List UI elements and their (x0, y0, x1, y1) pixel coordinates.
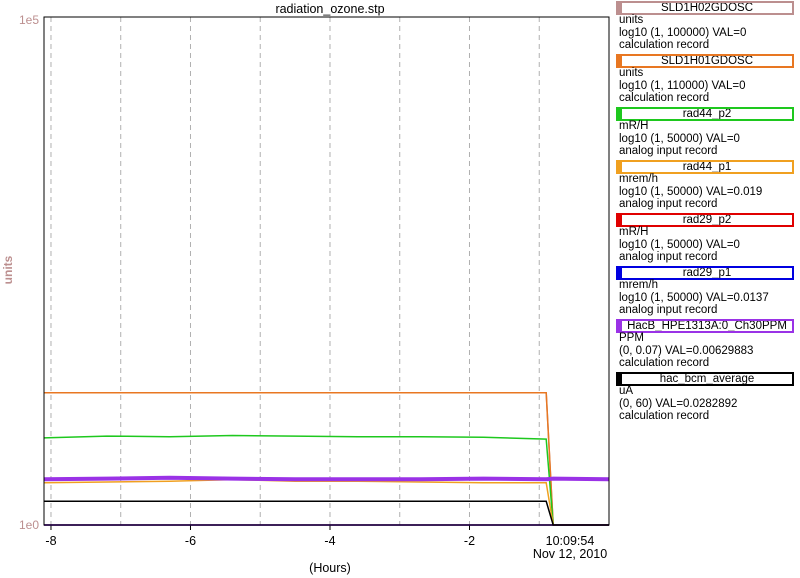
legend-entry[interactable]: hac_bcm_average uA (0, 60) VAL=0.0282892 ca… (612, 371, 800, 424)
legend-entry[interactable]: rad44_p2 mR/H log10 (1, 50000) VAL=0 analog… (612, 106, 800, 159)
legend-description: calculation record (619, 92, 710, 104)
legend-pv-name[interactable]: SLD1H02GDOSC (616, 1, 794, 15)
legend-pv-name[interactable]: SLD1H01GDOSC (616, 54, 794, 68)
x-tick-labels: -8 -6 -4 -2 (45, 525, 475, 548)
time-label: 10:09:54 (546, 534, 595, 548)
legend-units: uA (619, 385, 634, 397)
grid (50, 17, 540, 525)
y-tick-label-bottom: 1e0 (19, 518, 39, 532)
series-line-rad44-p2 (43, 434, 609, 526)
series-line-rad44-p1 (43, 478, 609, 526)
legend-pv-name[interactable]: rad29_p2 (616, 213, 794, 227)
y-axis-label: units (1, 255, 15, 284)
legend-range: log10 (1, 100000) VAL=0 (619, 27, 747, 39)
legend-range: (0, 0.07) VAL=0.00629883 (619, 345, 754, 357)
x-tick-label: -4 (324, 534, 335, 548)
legend-units: units (619, 14, 644, 26)
legend-range: log10 (1, 50000) VAL=0 (619, 133, 740, 145)
date-label: Nov 12, 2010 (533, 547, 607, 561)
legend-pv-name[interactable]: rad44_p2 (616, 107, 794, 121)
series-line-hacb-hpe1313a-0-ch30ppm (43, 475, 610, 482)
legend-range: log10 (1, 110000) VAL=0 (619, 80, 746, 92)
legend-entry[interactable]: HacB_HPE1313A:0_Ch30PPM PPM (0, 0.07) VAL=… (612, 318, 800, 371)
legend-range: log10 (1, 50000) VAL=0.019 (619, 186, 763, 198)
legend-description: calculation record (619, 410, 710, 422)
legend-entry[interactable]: rad29_p1 mrem/h log10 (1, 50000) VAL=0.013… (612, 265, 800, 318)
legend-panel: SLD1H02GDOSC units log10 (1, 100000) VAL=0… (612, 0, 800, 424)
series-line-hac-bcm-average (44, 500, 609, 526)
legend-description: analog input record (619, 304, 718, 316)
legend-pv-name[interactable]: hac_bcm_average (616, 372, 794, 386)
legend-units: mrem/h (619, 173, 658, 185)
chart-title: radiation_ozone.stp (275, 2, 384, 16)
legend-entry[interactable]: rad29_p2 mR/H log10 (1, 50000) VAL=0 analog… (612, 212, 800, 265)
x-tick-label: -2 (464, 534, 475, 548)
legend-entry[interactable]: rad44_p1 mrem/h log10 (1, 50000) VAL=0.019… (612, 159, 800, 212)
legend-pv-name[interactable]: HacB_HPE1313A:0_Ch30PPM (616, 319, 794, 333)
x-tick-label: -8 (45, 534, 56, 548)
x-axis-label: (Hours) (309, 561, 351, 575)
legend-range: (0, 60) VAL=0.0282892 (619, 398, 738, 410)
legend-entry[interactable]: SLD1H01GDOSC units log10 (1, 110000) VAL=0… (612, 53, 800, 106)
legend-units: mrem/h (619, 279, 658, 291)
x-tick-label: -6 (185, 534, 196, 548)
legend-description: calculation record (619, 357, 710, 369)
y-tick-label-top: 1e5 (19, 13, 39, 27)
legend-range: log10 (1, 50000) VAL=0.0137 (619, 292, 769, 304)
legend-units: PPM (619, 332, 644, 344)
plot-frame (43, 16, 610, 526)
legend-description: calculation record (619, 39, 710, 51)
legend-description: analog input record (619, 198, 718, 210)
legend-units: units (619, 67, 644, 79)
legend-entry[interactable]: SLD1H02GDOSC units log10 (1, 100000) VAL=0… (612, 0, 800, 53)
series-line-sld1h01gdosc (44, 392, 609, 526)
legend-description: analog input record (619, 251, 718, 263)
series-line-sld1h02gdosc (44, 392, 609, 526)
legend-range: log10 (1, 50000) VAL=0 (619, 239, 740, 251)
legend-description: analog input record (619, 145, 718, 157)
legend-pv-name[interactable]: rad44_p1 (616, 160, 794, 174)
legend-units: mR/H (619, 226, 649, 238)
legend-pv-name[interactable]: rad29_p1 (616, 266, 794, 280)
legend-units: mR/H (619, 120, 649, 132)
series-layer (43, 392, 610, 526)
